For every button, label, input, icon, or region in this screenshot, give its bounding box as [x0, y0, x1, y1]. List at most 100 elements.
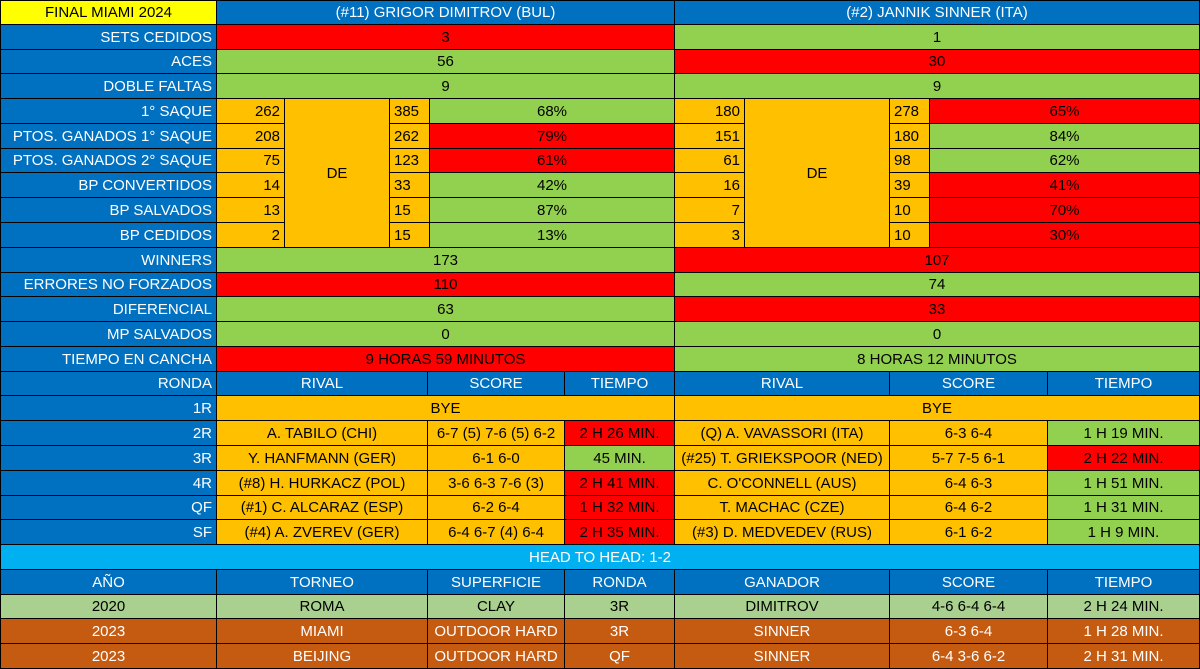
h2h-cell: 2023	[0, 619, 217, 644]
score: 6-4 6-7 (4) 6-4	[428, 520, 565, 545]
round-label: 2R	[0, 421, 217, 446]
score: 3-6 6-3 7-6 (3)	[428, 471, 565, 496]
rival: T. MACHAC (CZE)	[675, 496, 890, 520]
stat-pct: 70%	[930, 198, 1200, 223]
stat-label: MP SALVADOS	[0, 322, 217, 347]
stat-count: 208	[217, 124, 285, 149]
title: FINAL MIAMI 2024	[0, 0, 217, 25]
h2h-cell: 2 H 24 MIN.	[1048, 595, 1200, 619]
rival: Y. HANFMANN (GER)	[217, 446, 428, 471]
stat-count: 16	[675, 173, 745, 198]
score: 6-2 6-4	[428, 496, 565, 520]
player-name: (#2) JANNIK SINNER (ITA)	[675, 0, 1200, 25]
stat-count: 14	[217, 173, 285, 198]
h2h-title: HEAD TO HEAD: 1-2	[0, 545, 1200, 570]
h2h-cell: 6-4 3-6 6-2	[890, 644, 1048, 669]
column-header: TIEMPO	[1048, 570, 1200, 595]
h2h-cell: 3R	[565, 619, 675, 644]
match-time: 1 H 51 MIN.	[1048, 471, 1200, 496]
stat-count: 151	[675, 124, 745, 149]
h2h-cell: 2023	[0, 644, 217, 669]
de-label: DE	[745, 99, 890, 248]
stat-value: 9	[217, 74, 675, 99]
de-label: DE	[285, 99, 390, 248]
h2h-cell: SINNER	[675, 619, 890, 644]
stat-value: 0	[217, 322, 675, 347]
stat-value: 63	[217, 297, 675, 322]
rival: (#25) T. GRIEKSPOOR (NED)	[675, 446, 890, 471]
column-header: RIVAL	[217, 372, 428, 396]
stat-total: 33	[390, 173, 430, 198]
stat-pct: 41%	[930, 173, 1200, 198]
stat-label: PTOS. GANADOS 2° SAQUE	[0, 149, 217, 173]
rival: (#3) D. MEDVEDEV (RUS)	[675, 520, 890, 545]
column-header: RONDA	[0, 372, 217, 396]
stat-value: 9 HORAS 59 MINUTOS	[217, 347, 675, 372]
stat-label: BP CONVERTIDOS	[0, 173, 217, 198]
stat-total: 385	[390, 99, 430, 124]
round-label: 3R	[0, 446, 217, 471]
stat-count: 262	[217, 99, 285, 124]
stat-count: 13	[217, 198, 285, 223]
column-header: SUPERFICIE	[428, 570, 565, 595]
rival: (#1) C. ALCARAZ (ESP)	[217, 496, 428, 520]
round-label: 4R	[0, 471, 217, 496]
stat-count: 2	[217, 223, 285, 248]
stat-total: 10	[890, 198, 930, 223]
h2h-cell: DIMITROV	[675, 595, 890, 619]
stat-label: SETS CEDIDOS	[0, 25, 217, 50]
stat-pct: 62%	[930, 149, 1200, 173]
stat-count: 61	[675, 149, 745, 173]
score: 6-7 (5) 7-6 (5) 6-2	[428, 421, 565, 446]
stat-pct: 68%	[430, 99, 675, 124]
stat-value: 107	[675, 248, 1200, 273]
stat-label: ACES	[0, 50, 217, 74]
column-header: TORNEO	[217, 570, 428, 595]
h2h-cell: ROMA	[217, 595, 428, 619]
stat-count: 180	[675, 99, 745, 124]
stat-label: 1° SAQUE	[0, 99, 217, 124]
match-time: 2 H 41 MIN.	[565, 471, 675, 496]
h2h-cell: 2020	[0, 595, 217, 619]
stat-label: BP SALVADOS	[0, 198, 217, 223]
stat-label: ERRORES NO FORZADOS	[0, 273, 217, 297]
h2h-cell: MIAMI	[217, 619, 428, 644]
stat-value: 3	[217, 25, 675, 50]
stat-total: 123	[390, 149, 430, 173]
stat-value: 8 HORAS 12 MINUTOS	[675, 347, 1200, 372]
stat-pct: 13%	[430, 223, 675, 248]
rival: A. TABILO (CHI)	[217, 421, 428, 446]
match-time: 2 H 22 MIN.	[1048, 446, 1200, 471]
stat-total: 180	[890, 124, 930, 149]
stat-pct: 61%	[430, 149, 675, 173]
h2h-cell: OUTDOOR HARD	[428, 644, 565, 669]
h2h-cell: 6-3 6-4	[890, 619, 1048, 644]
rival: C. O'CONNELL (AUS)	[675, 471, 890, 496]
stat-label: DOBLE FALTAS	[0, 74, 217, 99]
rival: (#8) H. HURKACZ (POL)	[217, 471, 428, 496]
stat-value: 173	[217, 248, 675, 273]
stat-label: PTOS. GANADOS 1° SAQUE	[0, 124, 217, 149]
match-time: 1 H 31 MIN.	[1048, 496, 1200, 520]
column-header: RONDA	[565, 570, 675, 595]
stat-value: 9	[675, 74, 1200, 99]
stat-pct: 30%	[930, 223, 1200, 248]
column-header: TIEMPO	[565, 372, 675, 396]
round-bye: BYE	[217, 396, 675, 421]
rival: (#4) A. ZVEREV (GER)	[217, 520, 428, 545]
round-bye: BYE	[675, 396, 1200, 421]
player-name: (#11) GRIGOR DIMITROV (BUL)	[217, 0, 675, 25]
stat-total: 278	[890, 99, 930, 124]
h2h-cell: BEIJING	[217, 644, 428, 669]
column-header: GANADOR	[675, 570, 890, 595]
stat-label: BP CEDIDOS	[0, 223, 217, 248]
stat-count: 75	[217, 149, 285, 173]
round-label: 1R	[0, 396, 217, 421]
score: 6-4 6-2	[890, 496, 1048, 520]
column-header: SCORE	[890, 372, 1048, 396]
column-header: TIEMPO	[1048, 372, 1200, 396]
stat-value: 33	[675, 297, 1200, 322]
score: 6-1 6-2	[890, 520, 1048, 545]
column-header: RIVAL	[675, 372, 890, 396]
